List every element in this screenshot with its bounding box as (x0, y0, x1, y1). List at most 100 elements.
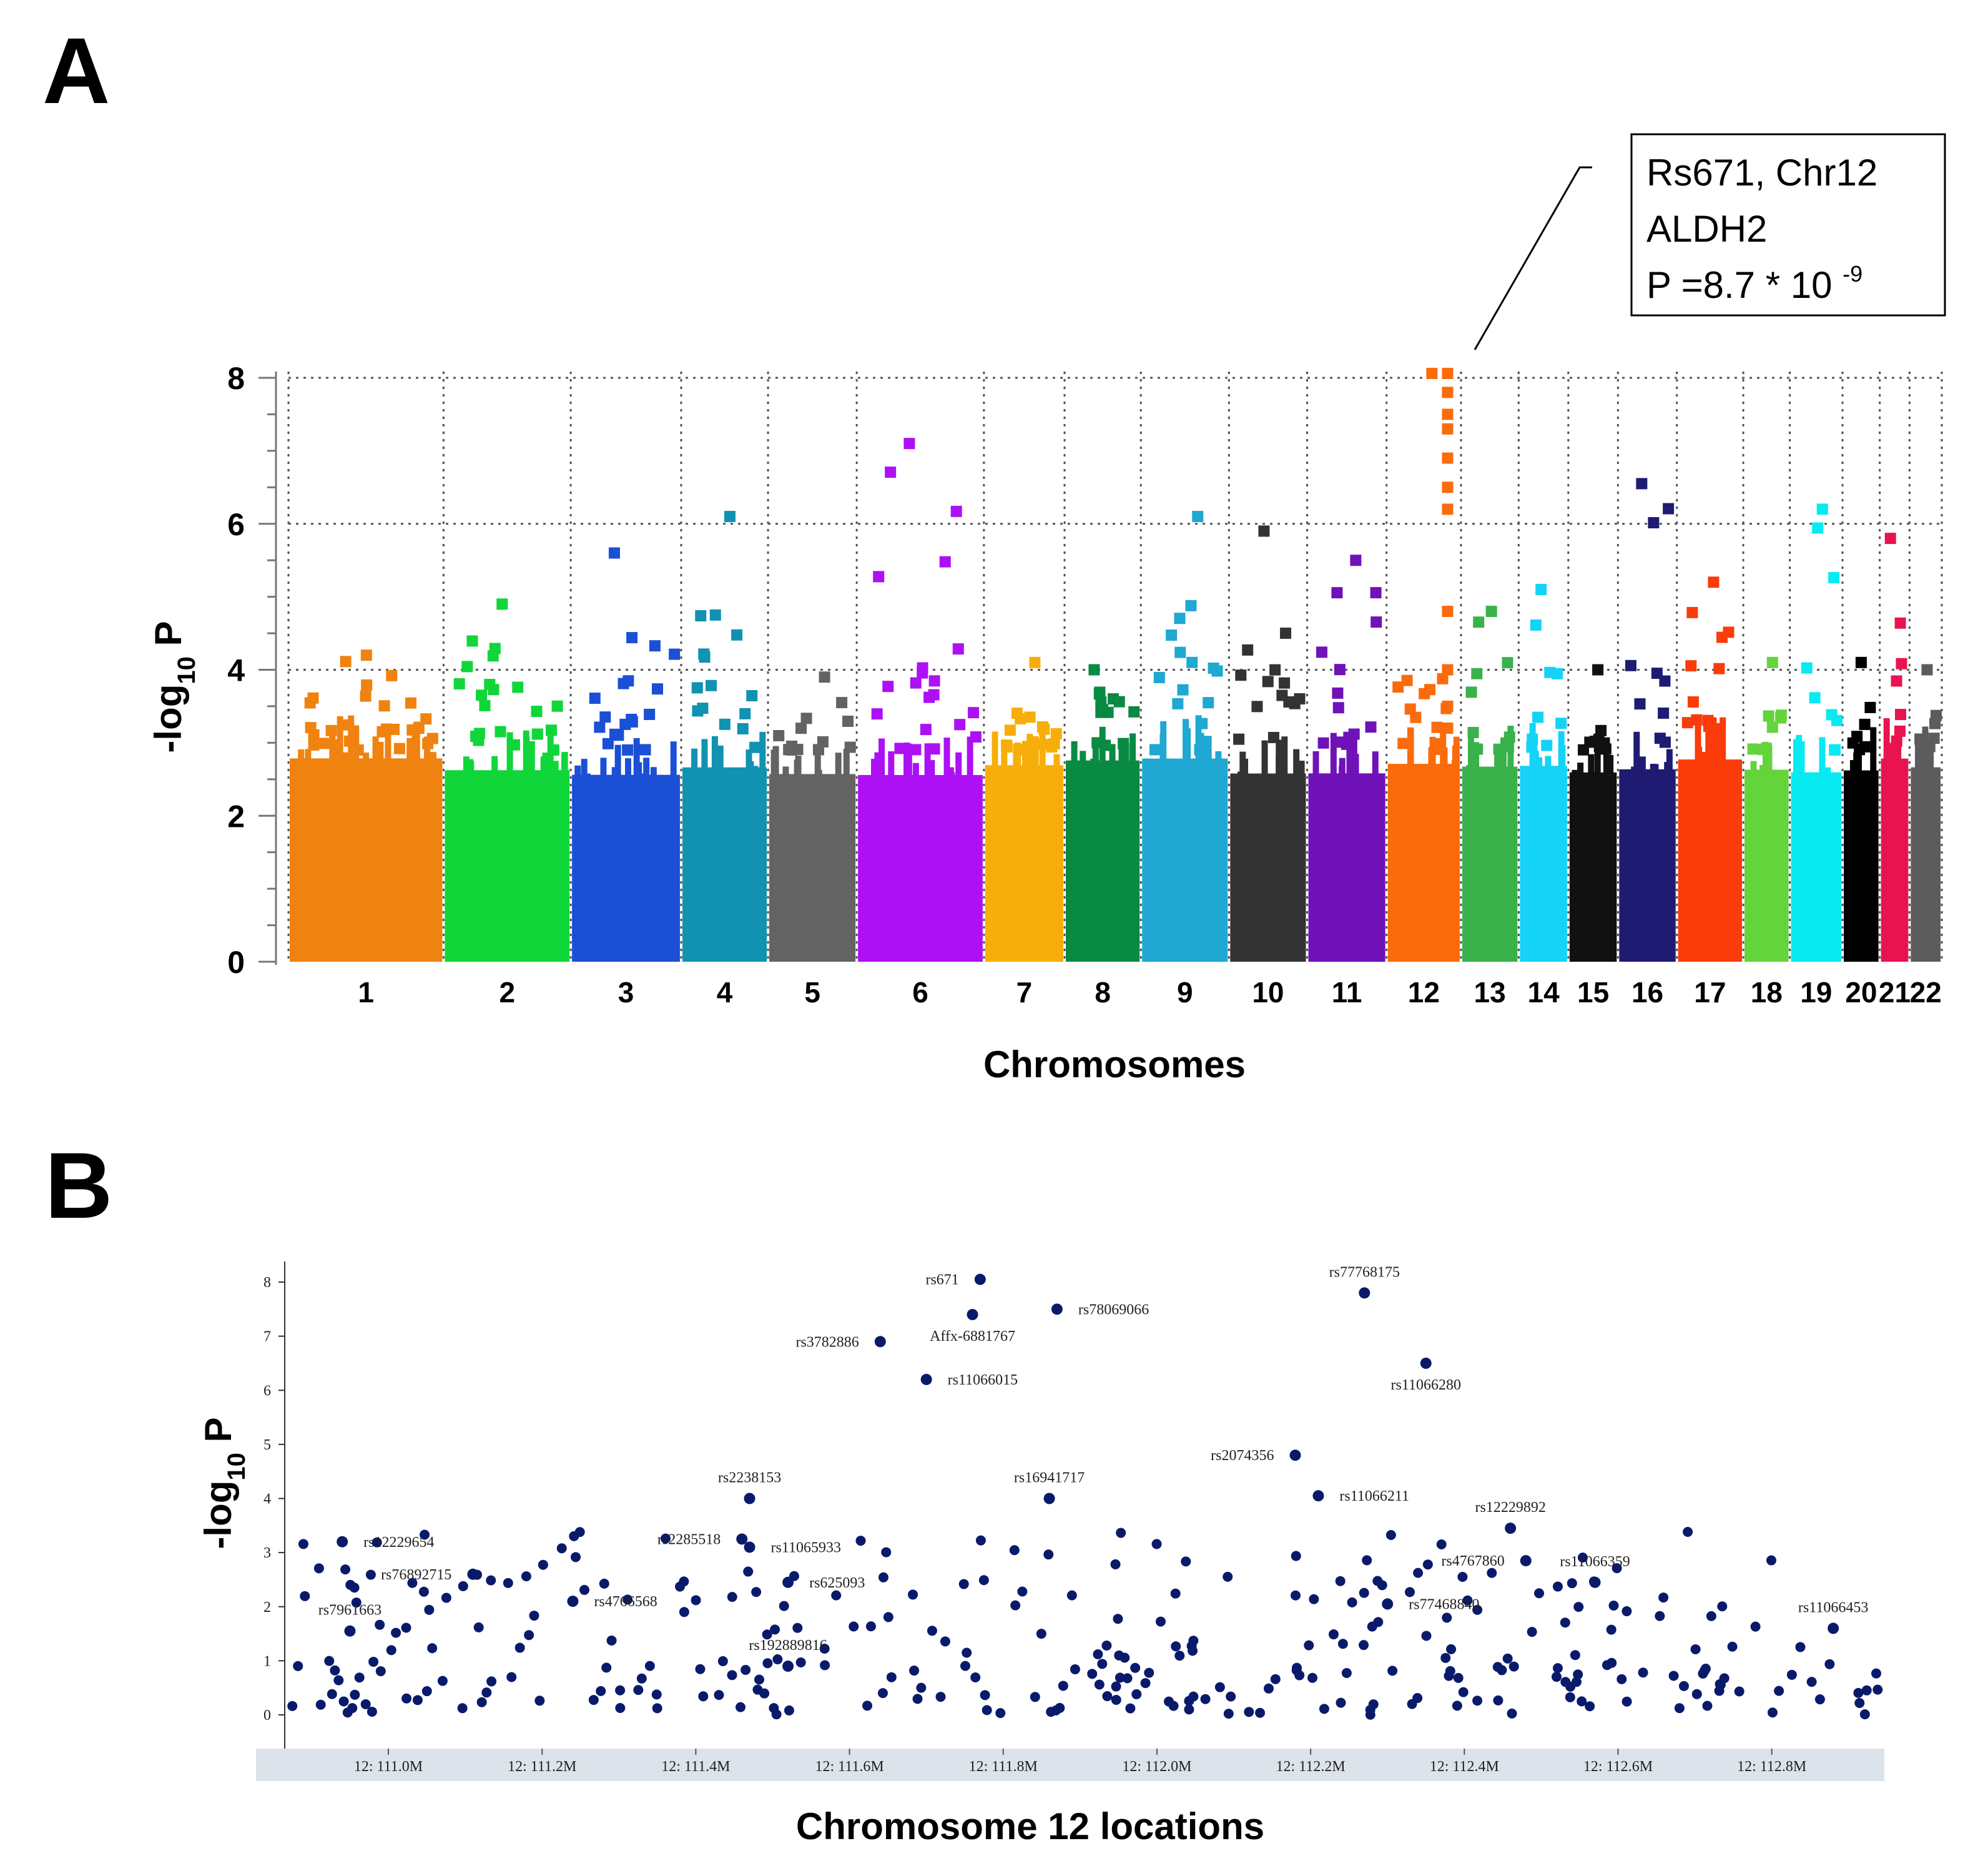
chromosome-15-bump (1607, 754, 1614, 774)
chromosome-14-bump (1559, 744, 1566, 768)
chromosome-4-bump (701, 739, 708, 769)
chromosome-12-point (1392, 681, 1404, 693)
snp-label-rs11066280: rs11066280 (1391, 1377, 1461, 1393)
regional-point (375, 1666, 386, 1677)
chromosome-22-point (1921, 741, 1932, 753)
regional-point (1493, 1695, 1503, 1706)
regional-labeled-point (467, 1568, 479, 1580)
chromosome-4-bump (691, 748, 698, 769)
chromosome-20-bump (1849, 760, 1856, 772)
snp-label-rs3782886: rs3782886 (795, 1334, 859, 1350)
regional-point (1413, 1567, 1424, 1578)
chromosome-21-point (1891, 675, 1902, 687)
regional-point (1223, 1571, 1233, 1582)
chromosome-7-bump (1032, 736, 1039, 767)
regional-point (1658, 1592, 1669, 1603)
chromosome-12-point (1401, 674, 1413, 686)
regional-point (1102, 1691, 1113, 1702)
regional-point (762, 1629, 772, 1640)
chromosome-20-mass (1844, 770, 1879, 962)
regional-point (909, 1666, 920, 1676)
chromosome-8-mass (1066, 760, 1140, 962)
manhattan-grid (287, 372, 1943, 962)
chromosome-2-bump (467, 759, 474, 772)
chromosome-10-bump (1293, 749, 1300, 775)
regional-point (1534, 1588, 1545, 1599)
regional-point (881, 1547, 892, 1558)
chromosome-15-top-hit (1592, 664, 1604, 676)
regional-labeled-point (920, 1373, 932, 1385)
regional-point (529, 1611, 539, 1621)
regional-point (1291, 1665, 1302, 1676)
chromosome-label-9: 9 (1177, 976, 1193, 1009)
chromosome-8-point (1118, 738, 1129, 749)
chromosome-1-bump (385, 730, 391, 760)
chromosome-9-point (1174, 646, 1186, 658)
chromosome-3-bump (614, 744, 621, 776)
chromosome-1-point (426, 733, 438, 744)
regional-point (1497, 1665, 1507, 1676)
regional-point (1291, 1551, 1301, 1561)
manhattan-y-tick-label: 2 (227, 799, 245, 834)
snp-label-rs11066211: rs11066211 (1339, 1488, 1409, 1504)
regional-point (473, 1622, 484, 1632)
chromosome-7-bump (992, 731, 998, 767)
chromosome-label-19: 19 (1800, 976, 1832, 1009)
regional-point (970, 1672, 981, 1683)
chromosome-13-point (1472, 743, 1484, 755)
chromosome-20-bump (1870, 727, 1877, 772)
chromosome-16-top-hit (1636, 478, 1648, 490)
chromosome-label-15: 15 (1577, 976, 1609, 1009)
regional-labeled-point (567, 1596, 579, 1607)
regional-point (935, 1692, 946, 1702)
regional-point (1422, 1559, 1433, 1570)
chromosome-16-point (1634, 698, 1646, 710)
chromosome-18-bump (1761, 768, 1768, 771)
regional-point (1577, 1696, 1587, 1707)
chromosome-22-mass (1911, 767, 1941, 962)
regional-y-tick-labels: 0 1 2 3 4 5 6 7 8 (263, 1275, 271, 1724)
chromosome-12-bump (1407, 727, 1414, 766)
chromosome-1-point (308, 739, 320, 751)
chromosome-6-bump (871, 759, 878, 777)
chromosome-9-mass (1142, 758, 1228, 962)
chromosome-13-block (1462, 606, 1518, 962)
chromosome-10-point (1294, 693, 1306, 705)
chromosome-19-block (1791, 503, 1843, 962)
chromosome-19-point (1801, 662, 1813, 674)
chromosome-8-bump (1090, 758, 1097, 762)
chromosome-6-bump (878, 738, 885, 777)
chromosome-7-top-hit (1029, 656, 1041, 668)
regional-point (1527, 1627, 1537, 1637)
regional-point (1181, 1556, 1191, 1567)
chromosome-9-point (1186, 656, 1198, 668)
chromosome-4-bump (759, 731, 766, 769)
chromosome-18-bump (1762, 741, 1769, 771)
chromosome-21-bump (1883, 718, 1890, 760)
chromosome-13-point (1467, 726, 1479, 738)
regional-point (795, 1657, 806, 1667)
chromosome-5-bump (815, 769, 822, 776)
chromosome-20-point (1859, 718, 1871, 730)
chromosome-6-bump (888, 751, 895, 777)
chromosome-7-point (1038, 739, 1050, 751)
chromosome-2-point (508, 739, 520, 751)
regional-point (1795, 1642, 1806, 1652)
chromosome-15-point (1598, 737, 1610, 749)
chromosome-15-bump (1594, 733, 1601, 774)
chromosome-2-bump (540, 756, 547, 772)
chromosome-10-bump (1281, 736, 1288, 775)
chromosome-5-point (842, 715, 854, 727)
regional-point (1101, 1640, 1112, 1651)
callout-line-3: P =8.7 * 10 -9 (1646, 261, 1863, 306)
chromosome-1-bump (372, 736, 379, 760)
regional-point (1263, 1683, 1274, 1694)
chromosome-20-point (1851, 731, 1863, 743)
chromosome-10-bump (1261, 740, 1268, 775)
chromosome-1-point (378, 700, 390, 712)
regional-point (458, 1581, 468, 1591)
chromosome-1-bump (353, 725, 360, 760)
chromosome-20-bump (1855, 748, 1862, 772)
regional-point (420, 1529, 430, 1540)
